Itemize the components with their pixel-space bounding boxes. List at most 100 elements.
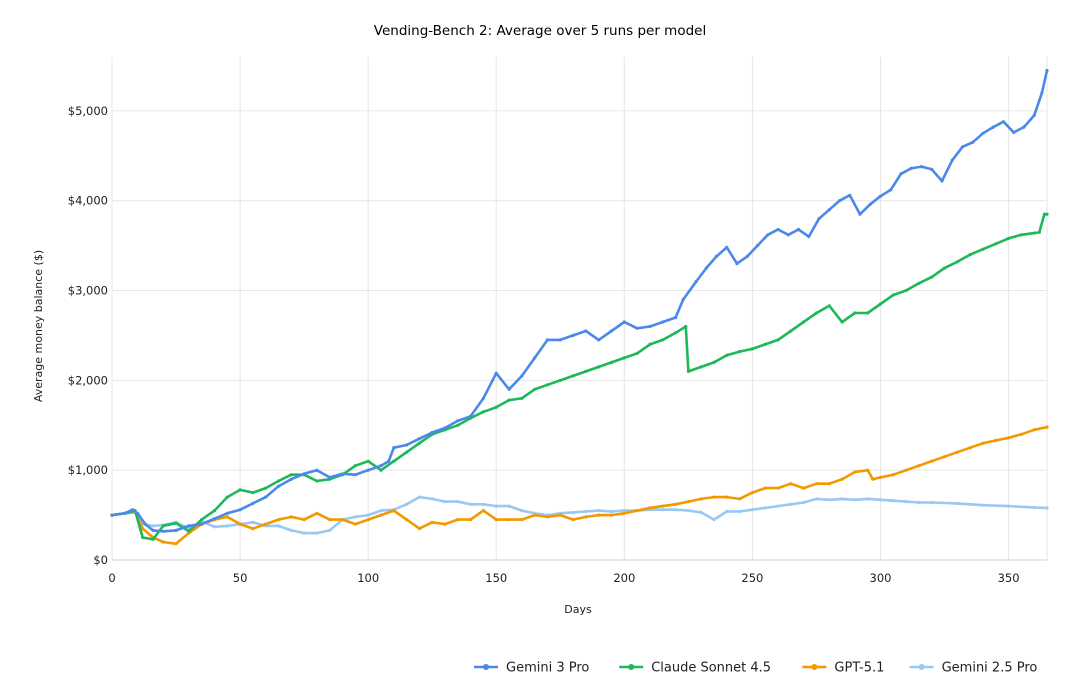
data-point-gemini-3-pro bbox=[315, 468, 319, 472]
data-point-gemini-3-pro bbox=[200, 522, 204, 526]
data-point-claude-sonnet-4-5 bbox=[891, 293, 895, 297]
legend-item-gpt-5-1[interactable]: GPT-5.1 bbox=[802, 661, 884, 676]
data-point-claude-sonnet-4-5 bbox=[878, 302, 883, 306]
data-point-gpt-5-1 bbox=[174, 542, 178, 546]
data-point-gemini-2-5-pro bbox=[430, 497, 434, 501]
data-point-gemini-2-5-pro bbox=[699, 510, 703, 514]
data-point-gemini-3-pro bbox=[960, 145, 965, 149]
data-point-claude-sonnet-4-5 bbox=[315, 479, 319, 483]
data-point-gemini-2-5-pro bbox=[302, 531, 306, 535]
data-point-claude-sonnet-4-5 bbox=[904, 288, 908, 293]
data-point-gpt-5-1 bbox=[648, 506, 652, 510]
data-point-gpt-5-1 bbox=[981, 441, 985, 445]
data-point-gemini-3-pro bbox=[622, 320, 626, 324]
data-point-gemini-3-pro bbox=[848, 193, 852, 197]
data-point-claude-sonnet-4-5 bbox=[238, 488, 242, 492]
y-tick-label: $1,000 bbox=[68, 463, 108, 477]
legend-item-claude-sonnet-4-5[interactable]: Claude Sonnet 4.5 bbox=[619, 661, 771, 676]
data-point-claude-sonnet-4-5 bbox=[405, 450, 409, 454]
data-point-gemini-3-pro bbox=[817, 217, 821, 221]
data-point-claude-sonnet-4-5 bbox=[609, 360, 614, 364]
data-point-gemini-3-pro bbox=[328, 475, 332, 479]
legend-label: Gemini 3 Pro bbox=[506, 661, 589, 676]
data-point-claude-sonnet-4-5 bbox=[674, 331, 678, 335]
data-point-gemini-3-pro bbox=[635, 326, 639, 330]
data-point-gemini-2-5-pro bbox=[507, 504, 511, 508]
data-point-gemini-2-5-pro bbox=[891, 499, 895, 503]
data-point-gemini-2-5-pro bbox=[802, 500, 806, 505]
data-point-claude-sonnet-4-5 bbox=[289, 473, 293, 477]
data-point-gemini-2-5-pro bbox=[405, 502, 409, 506]
data-point-gpt-5-1 bbox=[609, 513, 614, 517]
data-point-claude-sonnet-4-5 bbox=[417, 441, 421, 445]
data-point-gemini-3-pro bbox=[786, 233, 790, 237]
data-point-gemini-2-5-pro bbox=[1032, 505, 1036, 510]
data-point-gemini-2-5-pro bbox=[686, 509, 691, 513]
data-point-claude-sonnet-4-5 bbox=[789, 329, 793, 333]
data-point-gemini-2-5-pro bbox=[622, 509, 626, 513]
data-point-gpt-5-1 bbox=[392, 509, 396, 513]
data-point-gpt-5-1 bbox=[891, 473, 895, 477]
y-tick-label: $2,000 bbox=[68, 373, 108, 387]
data-point-gemini-3-pro bbox=[1032, 113, 1036, 117]
data-point-gpt-5-1 bbox=[340, 518, 345, 522]
data-point-gpt-5-1 bbox=[405, 518, 409, 522]
y-tick-label: $5,000 bbox=[68, 104, 108, 118]
data-point-gpt-5-1 bbox=[904, 468, 908, 472]
legend-item-gemini-3-pro[interactable]: Gemini 3 Pro bbox=[474, 661, 589, 676]
data-point-gemini-3-pro bbox=[681, 297, 685, 302]
data-point-gemini-3-pro bbox=[130, 508, 135, 512]
data-point-claude-sonnet-4-5 bbox=[776, 338, 780, 342]
data-point-gemini-3-pro bbox=[981, 131, 985, 135]
data-point-claude-sonnet-4-5 bbox=[866, 311, 870, 315]
data-point-gpt-5-1 bbox=[750, 491, 755, 495]
legend-marker bbox=[628, 664, 635, 670]
data-point-gemini-2-5-pro bbox=[520, 509, 524, 513]
data-point-claude-sonnet-4-5 bbox=[251, 491, 255, 495]
data-point-gemini-2-5-pro bbox=[1045, 506, 1049, 510]
data-point-gpt-5-1 bbox=[494, 518, 498, 522]
x-tick-label: 300 bbox=[870, 571, 892, 585]
data-point-gemini-2-5-pro bbox=[276, 524, 281, 528]
legend-marker bbox=[811, 664, 818, 670]
data-point-gpt-5-1 bbox=[866, 468, 870, 472]
data-point-gemini-2-5-pro bbox=[379, 509, 383, 513]
chart-title: Vending-Bench 2: Average over 5 runs per… bbox=[374, 23, 706, 39]
data-point-gemini-3-pro bbox=[520, 374, 524, 378]
data-point-claude-sonnet-4-5 bbox=[264, 486, 268, 490]
data-point-gpt-5-1 bbox=[597, 513, 601, 517]
data-point-gemini-2-5-pro bbox=[417, 495, 421, 499]
x-tick-label: 50 bbox=[233, 571, 248, 585]
data-point-gpt-5-1 bbox=[853, 470, 857, 474]
data-point-gpt-5-1 bbox=[789, 482, 793, 486]
data-point-gpt-5-1 bbox=[456, 518, 460, 522]
data-point-gpt-5-1 bbox=[763, 486, 767, 490]
data-point-claude-sonnet-4-5 bbox=[827, 304, 831, 308]
data-point-claude-sonnet-4-5 bbox=[366, 459, 370, 463]
data-point-gemini-3-pro bbox=[919, 165, 924, 169]
data-point-gemini-3-pro bbox=[251, 501, 255, 505]
data-point-gemini-2-5-pro bbox=[661, 508, 665, 512]
data-point-gpt-5-1 bbox=[264, 522, 268, 526]
legend-item-gemini-2-5-pro[interactable]: Gemini 2.5 Pro bbox=[909, 661, 1038, 676]
data-point-gpt-5-1 bbox=[161, 540, 165, 544]
data-point-gemini-3-pro bbox=[430, 430, 434, 435]
data-point-gpt-5-1 bbox=[533, 513, 537, 517]
data-point-gemini-3-pro bbox=[302, 472, 306, 476]
data-point-gemini-2-5-pro bbox=[955, 501, 959, 505]
data-point-gpt-5-1 bbox=[328, 518, 332, 522]
data-point-claude-sonnet-4-5 bbox=[533, 387, 537, 391]
data-point-gemini-2-5-pro bbox=[443, 500, 447, 504]
data-point-gemini-2-5-pro bbox=[814, 497, 819, 501]
data-point-gpt-5-1 bbox=[1019, 432, 1024, 436]
data-point-gpt-5-1 bbox=[141, 527, 145, 531]
y-tick-label: $3,000 bbox=[68, 284, 108, 298]
data-point-claude-sonnet-4-5 bbox=[712, 360, 716, 364]
data-point-gemini-3-pro bbox=[417, 437, 421, 441]
data-point-claude-sonnet-4-5 bbox=[661, 338, 665, 342]
data-point-claude-sonnet-4-5 bbox=[942, 266, 947, 270]
data-point-gpt-5-1 bbox=[712, 495, 716, 499]
data-point-gemini-2-5-pro bbox=[1007, 504, 1011, 508]
data-point-gemini-3-pro bbox=[387, 459, 391, 463]
